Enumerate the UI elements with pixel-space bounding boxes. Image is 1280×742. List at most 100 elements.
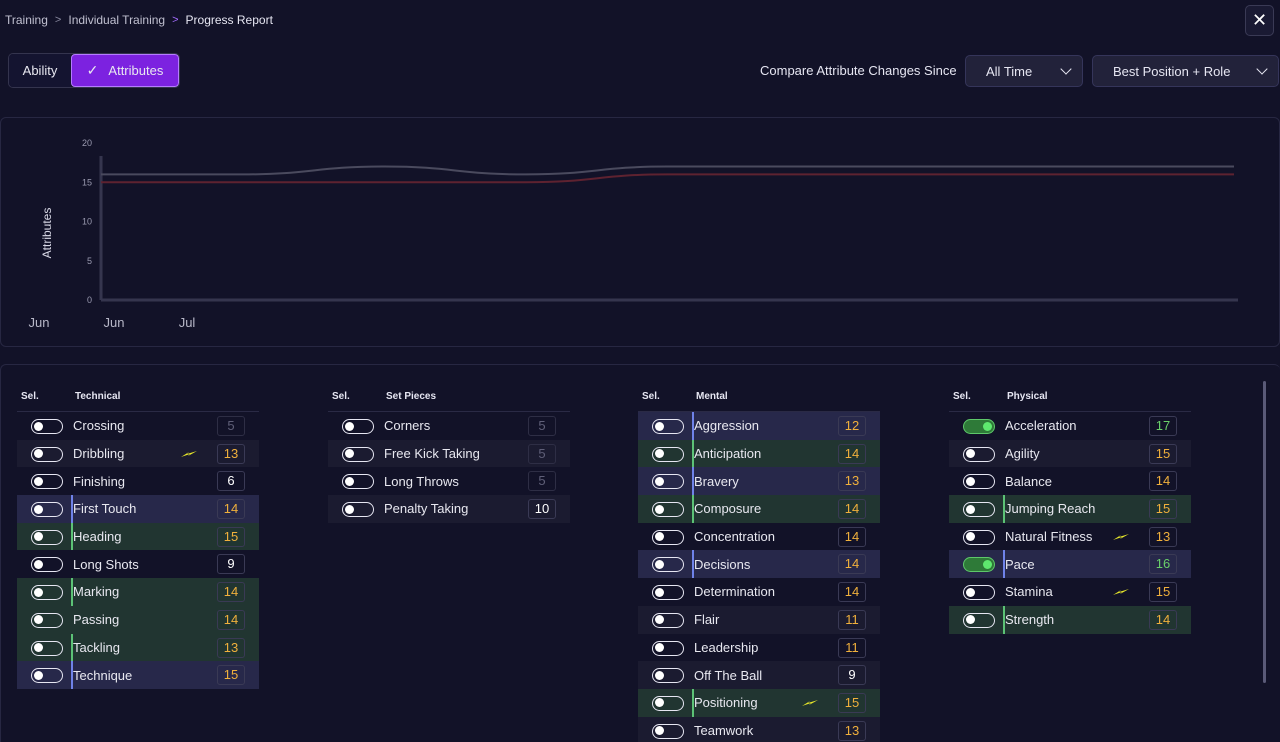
select-toggle[interactable] bbox=[652, 502, 684, 518]
breadcrumb-individual-training[interactable]: Individual Training bbox=[68, 13, 166, 27]
attribute-value: 15 bbox=[217, 665, 245, 686]
attribute-row-aggression[interactable]: Aggression 12 bbox=[638, 412, 880, 440]
scrollbar[interactable] bbox=[1263, 381, 1266, 683]
select-toggle[interactable] bbox=[342, 474, 374, 490]
select-toggle[interactable] bbox=[652, 446, 684, 462]
time-range-dropdown[interactable]: All Time bbox=[965, 55, 1083, 87]
attribute-row-concentration[interactable]: Concentration 14 bbox=[638, 523, 880, 551]
attribute-row-agility[interactable]: Agility 15 bbox=[949, 439, 1191, 468]
select-toggle[interactable] bbox=[652, 529, 684, 545]
select-toggle[interactable] bbox=[342, 502, 374, 518]
highlight-bar bbox=[1003, 495, 1005, 523]
attribute-row-first-touch[interactable]: First Touch 14 bbox=[17, 495, 259, 523]
select-toggle[interactable] bbox=[652, 585, 684, 601]
attribute-row-positioning[interactable]: Positioning 15 bbox=[638, 688, 880, 717]
attribute-row-leadership[interactable]: Leadership 11 bbox=[638, 634, 880, 662]
attribute-row-stamina[interactable]: Stamina 15 bbox=[949, 578, 1191, 606]
select-toggle[interactable] bbox=[31, 419, 63, 434]
sel-header: Sel. bbox=[332, 391, 350, 402]
attribute-row-determination[interactable]: Determination 14 bbox=[638, 578, 880, 606]
y-axis-label: Attributes bbox=[40, 208, 54, 259]
attribute-row-tackling[interactable]: Tackling 13 bbox=[17, 633, 259, 662]
attribute-row-crossing[interactable]: Crossing 5 bbox=[17, 412, 259, 440]
attribute-row-long-shots[interactable]: Long Shots 9 bbox=[17, 550, 259, 578]
highlight-bar bbox=[71, 495, 73, 523]
select-toggle[interactable] bbox=[963, 474, 995, 490]
select-toggle[interactable] bbox=[31, 557, 63, 573]
attribute-row-jumping-reach[interactable]: Jumping Reach 15 bbox=[949, 495, 1191, 523]
select-toggle[interactable] bbox=[652, 640, 684, 656]
attribute-row-balance[interactable]: Balance 14 bbox=[949, 467, 1191, 495]
select-toggle[interactable] bbox=[652, 668, 684, 684]
select-toggle[interactable] bbox=[652, 557, 684, 573]
attribute-row-marking[interactable]: Marking 14 bbox=[17, 578, 259, 606]
select-toggle[interactable] bbox=[31, 640, 63, 656]
select-toggle[interactable] bbox=[31, 612, 63, 628]
attribute-row-strength[interactable]: Strength 14 bbox=[949, 605, 1191, 634]
attribute-row-passing[interactable]: Passing 14 bbox=[17, 605, 259, 634]
select-toggle[interactable] bbox=[31, 668, 63, 684]
attribute-name: Bravery bbox=[694, 473, 739, 489]
select-toggle[interactable] bbox=[963, 612, 995, 628]
attribute-row-bravery[interactable]: Bravery 13 bbox=[638, 467, 880, 496]
attribute-row-anticipation[interactable]: Anticipation 14 bbox=[638, 439, 880, 468]
attribute-value: 17 bbox=[1149, 416, 1177, 436]
select-toggle[interactable] bbox=[963, 419, 995, 434]
attribute-row-corners[interactable]: Corners 5 bbox=[328, 412, 570, 440]
attribute-row-finishing[interactable]: Finishing 6 bbox=[17, 467, 259, 495]
attribute-row-flair[interactable]: Flair 11 bbox=[638, 605, 880, 634]
ability-tab[interactable]: Ability bbox=[9, 54, 71, 87]
position-role-dropdown[interactable]: Best Position + Role bbox=[1092, 55, 1279, 87]
breadcrumb-training[interactable]: Training bbox=[5, 13, 48, 27]
attribute-value: 13 bbox=[217, 443, 245, 464]
set-pieces-header: Sel. Set Pieces bbox=[328, 385, 570, 412]
select-toggle[interactable] bbox=[652, 723, 684, 739]
attribute-row-heading[interactable]: Heading 15 bbox=[17, 522, 259, 551]
attribute-row-free-kick-taking[interactable]: Free Kick Taking 5 bbox=[328, 439, 570, 468]
attributes-tab[interactable]: ✓ Attributes bbox=[71, 54, 179, 87]
select-toggle[interactable] bbox=[31, 502, 63, 518]
attribute-row-decisions[interactable]: Decisions 14 bbox=[638, 550, 880, 579]
select-toggle[interactable] bbox=[652, 419, 684, 434]
attribute-row-technique[interactable]: Technique 15 bbox=[17, 661, 259, 689]
select-toggle[interactable] bbox=[31, 585, 63, 601]
select-toggle[interactable] bbox=[963, 585, 995, 601]
select-toggle[interactable] bbox=[342, 446, 374, 462]
attribute-name: Free Kick Taking bbox=[384, 446, 480, 462]
attribute-row-pace[interactable]: Pace 16 bbox=[949, 550, 1191, 579]
attribute-row-acceleration[interactable]: Acceleration 17 bbox=[949, 412, 1191, 440]
attribute-row-teamwork[interactable]: Teamwork 13 bbox=[638, 716, 880, 742]
attribute-row-penalty-taking[interactable]: Penalty Taking 10 bbox=[328, 495, 570, 523]
attribute-row-composure[interactable]: Composure 14 bbox=[638, 495, 880, 523]
select-toggle[interactable] bbox=[963, 529, 995, 545]
attribute-name: Long Shots bbox=[73, 556, 139, 572]
attribute-row-long-throws[interactable]: Long Throws 5 bbox=[328, 467, 570, 495]
attribute-name: Aggression bbox=[694, 418, 760, 434]
select-toggle[interactable] bbox=[31, 529, 63, 545]
sel-header: Sel. bbox=[21, 391, 39, 402]
attribute-row-natural-fitness[interactable]: Natural Fitness 13 bbox=[949, 523, 1191, 551]
select-toggle[interactable] bbox=[963, 502, 995, 518]
select-toggle[interactable] bbox=[652, 612, 684, 628]
select-toggle[interactable] bbox=[652, 474, 684, 490]
attribute-value: 5 bbox=[217, 416, 245, 436]
sel-header: Sel. bbox=[642, 391, 660, 402]
close-button[interactable]: ✕ bbox=[1245, 5, 1274, 36]
sel-header: Sel. bbox=[953, 391, 971, 402]
select-toggle[interactable] bbox=[963, 446, 995, 462]
attribute-row-off-the-ball[interactable]: Off The Ball 9 bbox=[638, 661, 880, 689]
attribute-name: Flair bbox=[694, 612, 720, 628]
attributes-tab-label: Attributes bbox=[108, 63, 164, 78]
select-toggle[interactable] bbox=[963, 557, 995, 573]
lightning-icon bbox=[181, 450, 197, 457]
select-toggle[interactable] bbox=[31, 474, 63, 490]
select-toggle[interactable] bbox=[342, 419, 374, 434]
attribute-name: Composure bbox=[694, 501, 762, 517]
attribute-value: 11 bbox=[838, 609, 866, 630]
attribute-value: 6 bbox=[217, 471, 245, 492]
attribute-value: 14 bbox=[838, 582, 866, 603]
attribute-row-dribbling[interactable]: Dribbling 13 bbox=[17, 439, 259, 468]
select-toggle[interactable] bbox=[652, 695, 684, 711]
select-toggle[interactable] bbox=[31, 446, 63, 462]
attribute-value: 11 bbox=[838, 637, 866, 658]
